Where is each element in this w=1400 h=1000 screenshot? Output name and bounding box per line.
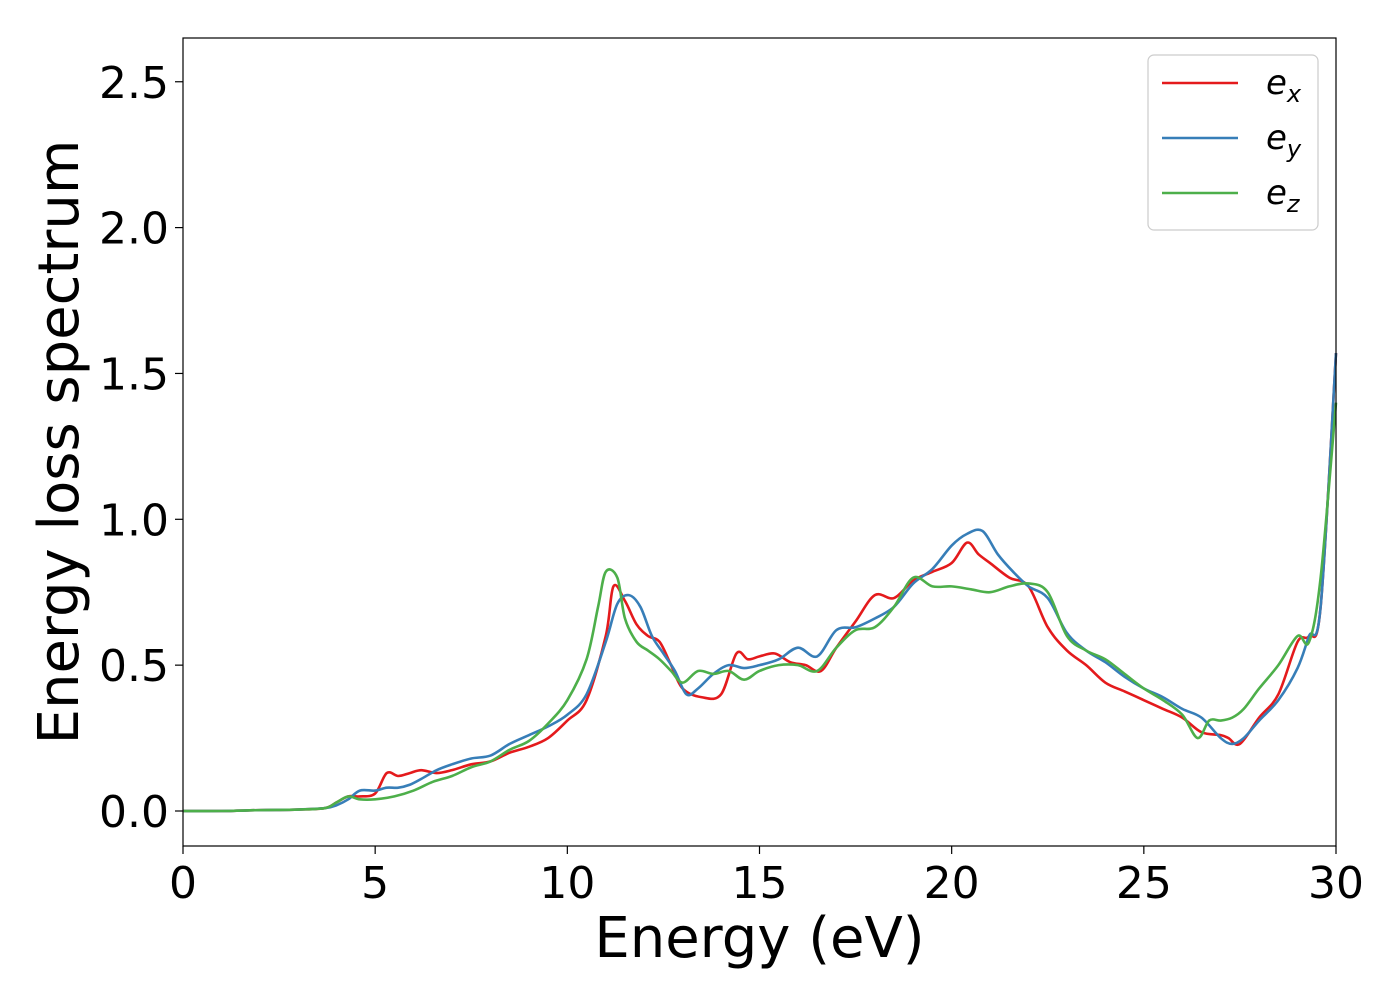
y-tick-label: 2.5 [99,58,169,109]
legend: ex ey ez [1147,54,1319,231]
x-tick-label: 15 [732,858,788,909]
x-tick-label: 30 [1308,858,1364,909]
legend-label: ex [1266,63,1302,108]
y-tick-label: 1.0 [99,495,169,546]
legend-label: ey [1266,118,1302,163]
legend-label: ez [1266,173,1301,218]
y-tick-label: 2.0 [99,204,169,255]
x-axis: 0 5 10 15 20 25 30 [169,846,1364,909]
x-tick-label: 0 [169,858,197,909]
series-line-e-x [182,352,1338,813]
x-tick-label: 25 [1116,858,1172,909]
x-tick-label: 20 [924,858,980,909]
x-tick-label: 5 [361,858,389,909]
plot-area [182,37,1338,847]
y-tick-label: 0.5 [99,641,169,692]
series-line-e-y [182,352,1338,813]
x-tick-label: 10 [539,858,595,909]
y-tick-label: 1.5 [99,349,169,400]
series-layer [182,352,1338,813]
y-axis: 0.0 0.5 1.0 1.5 2.0 2.5 [99,58,183,838]
series-line-e-z [182,402,1338,813]
x-axis-label: Energy (eV) [594,906,924,971]
y-tick-label: 0.0 [99,787,169,838]
legend-box [1147,54,1319,231]
y-axis-label: Energy loss spectrum [27,140,92,745]
